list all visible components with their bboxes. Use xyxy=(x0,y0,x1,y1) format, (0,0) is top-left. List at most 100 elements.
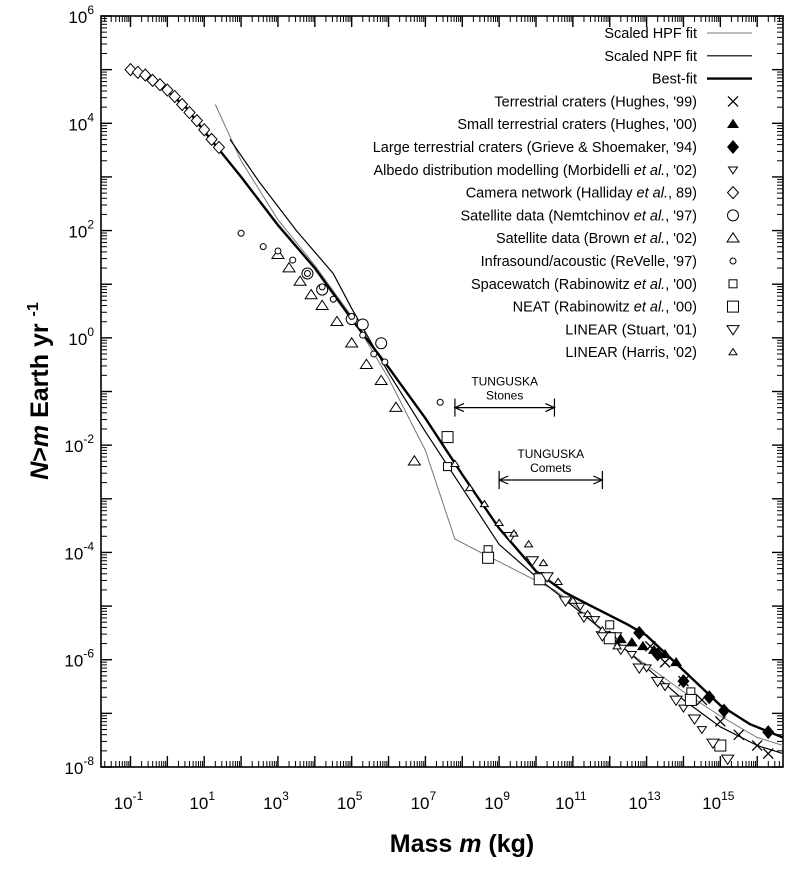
data-point xyxy=(374,374,389,386)
data-point xyxy=(636,640,649,651)
data-point xyxy=(651,647,664,662)
data-point xyxy=(161,83,174,97)
data-point xyxy=(449,459,460,467)
legend-item: Albedo distribution modelling (Morbidell… xyxy=(373,163,739,179)
legend-label: LINEAR (Harris, '02) xyxy=(565,345,697,361)
legend-item: Infrasound/acoustic (ReVelle, '97) xyxy=(481,254,737,270)
y-axis-title: N>m Earth yr -1 xyxy=(25,302,54,480)
y-tick-label: 10-8 xyxy=(64,754,94,778)
data-point xyxy=(318,283,326,291)
data-point xyxy=(523,539,534,548)
data-point xyxy=(375,337,388,350)
data-point xyxy=(348,312,356,320)
data-point xyxy=(718,703,731,718)
data-point xyxy=(183,105,196,120)
y-tick-label: 106 xyxy=(68,3,94,27)
data-point xyxy=(659,656,671,668)
data-point xyxy=(464,483,475,492)
annotation-label: Comets xyxy=(530,461,571,475)
data-point xyxy=(703,690,716,705)
y-tick-labels: 10-8 10-6 10-4 10-2 100 102 104 106 xyxy=(64,3,94,778)
legend-label: Spacewatch (Rabinowitz et al., '00) xyxy=(471,277,697,293)
data-point xyxy=(687,714,702,726)
data-point xyxy=(720,754,735,766)
data-point xyxy=(168,89,181,104)
data-point xyxy=(553,577,564,585)
x-tick-label: 10-1 xyxy=(114,789,144,813)
data-point xyxy=(677,674,690,689)
fit-line-npf xyxy=(229,139,783,755)
data-point xyxy=(274,247,282,255)
data-point xyxy=(714,715,726,727)
legend-label: Terrestrial craters (Hughes, '99) xyxy=(494,94,697,110)
data-point xyxy=(641,664,653,673)
data-point xyxy=(669,695,684,707)
data-point xyxy=(237,229,245,237)
data-point xyxy=(632,663,647,675)
data-point xyxy=(212,140,226,155)
data-point xyxy=(494,518,505,526)
legend-label: Albedo distribution modelling (Morbidell… xyxy=(373,163,697,179)
legend-item: Terrestrial craters (Hughes, '99) xyxy=(494,94,739,110)
annotation-label: TUNGUSKA xyxy=(471,375,538,389)
data-point xyxy=(482,551,495,564)
data-point xyxy=(381,358,389,366)
data-point xyxy=(540,572,554,583)
y-tick-label: 100 xyxy=(68,325,94,349)
data-point xyxy=(625,637,638,647)
marker-series-14 xyxy=(449,459,623,650)
legend-swatch xyxy=(727,95,739,107)
data-point xyxy=(589,616,601,625)
data-point xyxy=(597,625,608,634)
data-point xyxy=(175,97,189,112)
legend-swatch xyxy=(727,209,739,222)
legend-item: Satellite data (Brown et al., '02) xyxy=(496,231,740,247)
x-tick-label: 103 xyxy=(263,789,289,813)
marker-series-10 xyxy=(237,229,444,406)
data-point xyxy=(762,725,775,740)
marker-series-11 xyxy=(443,462,696,697)
legend-swatch xyxy=(727,118,739,128)
data-point xyxy=(659,683,671,692)
legend-item: Large terrestrial craters (Grieve & Shoe… xyxy=(373,140,739,156)
data-point xyxy=(525,556,540,567)
data-markers xyxy=(124,62,775,766)
marker-series-3 xyxy=(644,640,774,760)
data-point xyxy=(508,529,519,537)
data-point xyxy=(329,295,337,303)
legend-swatch xyxy=(728,347,738,356)
legend-item: Spacewatch (Rabinowitz et al., '00) xyxy=(471,277,738,293)
data-point xyxy=(205,132,218,147)
legend-item: Scaled HPF fit xyxy=(604,26,752,42)
data-point xyxy=(436,398,444,406)
data-point xyxy=(259,243,267,251)
marker-series-7 xyxy=(124,62,226,155)
legend-item: Camera network (Halliday et al., 89) xyxy=(466,186,740,202)
marker-series-9 xyxy=(271,248,422,466)
legend-label: Scaled HPF fit xyxy=(604,26,697,42)
data-point xyxy=(612,641,623,650)
axis-ticks xyxy=(101,15,784,768)
data-point xyxy=(678,704,689,713)
data-point xyxy=(605,620,615,630)
data-point xyxy=(733,729,745,741)
data-point xyxy=(359,358,374,369)
data-point xyxy=(706,738,720,750)
x-tick-label: 107 xyxy=(411,789,437,813)
x-tick-labels: 10-1 101 103 105 107 109 1011 1013 1015 xyxy=(114,789,735,813)
legend-label: Small terrestrial craters (Hughes, '00) xyxy=(457,117,697,133)
data-point xyxy=(330,315,344,327)
data-point xyxy=(289,256,297,264)
legend-item: NEAT (Rabinowitz et al., '00) xyxy=(513,300,739,316)
marker-series-6 xyxy=(574,602,708,735)
legend-swatch xyxy=(726,325,740,336)
data-point xyxy=(479,499,490,508)
legend-swatch xyxy=(727,166,739,175)
legend-item: LINEAR (Harris, '02) xyxy=(565,345,738,361)
data-point xyxy=(304,288,319,300)
data-point xyxy=(407,454,422,466)
annotation-label: TUNGUSKA xyxy=(517,447,584,461)
